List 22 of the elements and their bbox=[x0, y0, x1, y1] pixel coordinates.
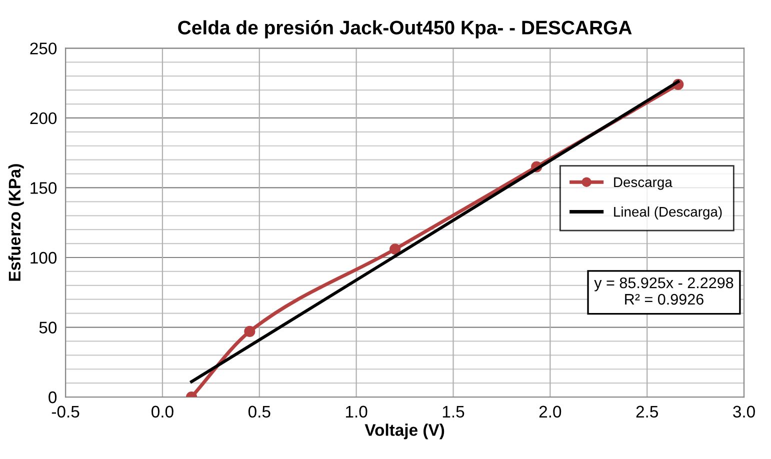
x-tick-label: 0.0 bbox=[152, 406, 174, 418]
y-axis-title: Esfuerzo (KPa) bbox=[8, 164, 24, 281]
y-tick-label: 50 bbox=[39, 322, 57, 334]
annotation: y = 85.925x - 2.2298 R² = 0.9926 bbox=[594, 277, 734, 305]
legend-label: Lineal (Descarga) bbox=[614, 206, 722, 220]
point bbox=[244, 326, 256, 338]
x-tick-label: -0.5 bbox=[52, 406, 80, 418]
x-tick-label: 2.0 bbox=[539, 406, 562, 418]
x-tick-label: 3.0 bbox=[733, 406, 755, 418]
x-tick-label: 0.5 bbox=[248, 406, 270, 418]
y-tick-label: 200 bbox=[30, 112, 57, 124]
chart-title: Celda de presión Jack-Out450 Kpa- - DESCARGA bbox=[178, 20, 632, 38]
y-tick-label: 0 bbox=[48, 391, 57, 404]
point bbox=[390, 244, 401, 255]
y-tick-label: 100 bbox=[30, 252, 57, 264]
legend-label: Descarga bbox=[614, 177, 672, 190]
x-tick-label: 1.5 bbox=[442, 406, 464, 418]
y-tick-label: 150 bbox=[30, 182, 57, 194]
y-tick-label: 250 bbox=[30, 42, 57, 54]
x-axis-title: Voltaje (V) bbox=[364, 424, 444, 440]
x-tick-label: 1.0 bbox=[346, 406, 368, 418]
x-tick-label: 2.5 bbox=[636, 406, 658, 418]
